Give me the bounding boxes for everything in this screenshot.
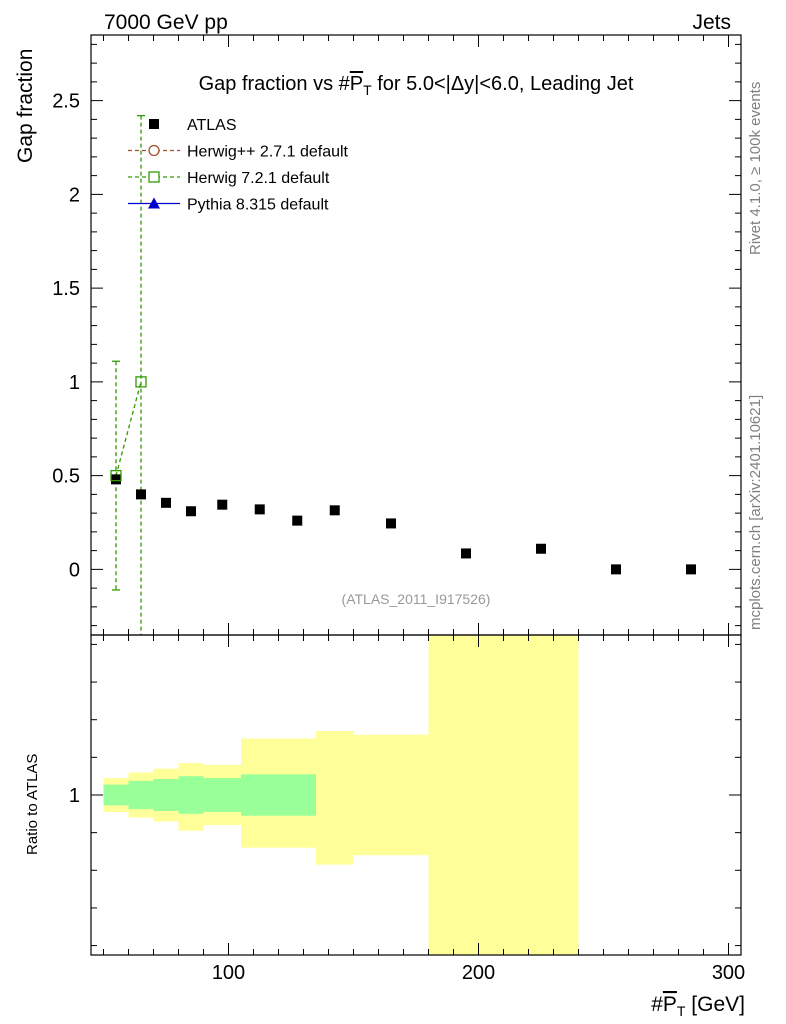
title-symbol: P [350, 73, 363, 95]
legend-marker-pythia [148, 197, 160, 209]
legend-label: Herwig++ 2.7.1 default [187, 144, 349, 161]
atlas-series [110, 376, 696, 575]
atlas-data-point [254, 504, 265, 515]
atlas-data-point [111, 474, 121, 485]
x-tick-label: 100 [212, 962, 245, 984]
atlas-data-point [611, 564, 621, 575]
atlas-data-point [136, 489, 146, 500]
herwig7-line [115, 381, 142, 476]
legend-marker-herwig7 [148, 171, 160, 183]
y-tick-label: 1 [69, 372, 80, 394]
ratio-total-band [353, 734, 429, 856]
xlabel-pre: # [651, 993, 663, 1016]
ratio-y-tick-label: 1 [69, 785, 80, 807]
x-tick-label: 200 [462, 962, 495, 984]
y-tick-label: 2.5 [52, 91, 80, 113]
xlabel-subscript: T [677, 1003, 686, 1019]
title-subscript: T [363, 82, 372, 98]
y-tick-label: 1.5 [52, 278, 80, 300]
title-post: for 5.0<|Δy|<6.0, Leading Jet [372, 73, 634, 95]
atlas-data-point [161, 497, 171, 508]
herwig7-data-point [110, 469, 122, 482]
header-right-label: Jets [692, 11, 731, 34]
y-tick-label: 0.5 [52, 466, 80, 488]
ratio-stat-bands [103, 774, 316, 816]
axis-tick-labels: 100 200 300 0 0.5 1 1.5 2 2.5 1 [52, 91, 745, 984]
y-tick-label: 2 [69, 184, 80, 206]
ratio-total-band [428, 635, 579, 955]
atlas-data-point [217, 499, 228, 510]
ratio-total-band [316, 731, 354, 865]
legend-marker-herwigpp [148, 144, 160, 157]
analysis-watermark: (ATLAS_2011_I917526) [342, 591, 491, 607]
xlabel-symbol: P [663, 993, 677, 1016]
ratio-stat-band [241, 774, 279, 816]
rivet-version-label: Rivet 4.1.0, ≥ 100k events [747, 82, 764, 255]
y-axis-label: Gap fraction [14, 49, 37, 163]
atlas-data-point [461, 548, 471, 559]
ratio-stat-band [178, 776, 204, 814]
header-left-label: 7000 GeV pp [104, 11, 228, 34]
mcplots-label: mcplots.cern.ch [arXiv:2401.10621] [747, 395, 764, 630]
legend-label: ATLAS [187, 117, 237, 134]
herwig7-data-point [135, 376, 147, 388]
herwig7-series [112, 114, 145, 635]
ratio-stat-band [153, 779, 179, 811]
title-pre: Gap fraction vs # [199, 73, 351, 95]
atlas-data-point [292, 515, 303, 526]
legend-label: Pythia 8.315 default [187, 197, 329, 214]
atlas-data-point [329, 505, 340, 516]
y-tick-label: 0 [69, 559, 80, 581]
axis-ticks [91, 35, 741, 955]
x-tick-label: 300 [712, 962, 745, 984]
ratio-stat-band [103, 784, 129, 806]
ratio-stat-band [128, 780, 154, 810]
atlas-data-point [686, 564, 696, 575]
atlas-data-point [386, 518, 396, 529]
ratio-y-axis-label: Ratio to ATLAS [24, 754, 41, 855]
ratio-stat-band [278, 774, 316, 816]
atlas-data-point [536, 543, 546, 554]
atlas-data-point [186, 506, 196, 517]
legend-label: Herwig 7.2.1 default [187, 170, 330, 187]
legend-marker-atlas [149, 119, 159, 129]
xlabel-post: [GeV] [685, 993, 745, 1016]
legend: ATLAS Herwig++ 2.7.1 default Herwig 7.2.1 … [128, 117, 349, 214]
chart-title: Gap fraction vs #PT for 5.0<|Δy|<6.0, Le… [199, 73, 634, 98]
x-axis-label: #PT [GeV] [651, 993, 745, 1019]
ratio-stat-band [203, 778, 241, 812]
